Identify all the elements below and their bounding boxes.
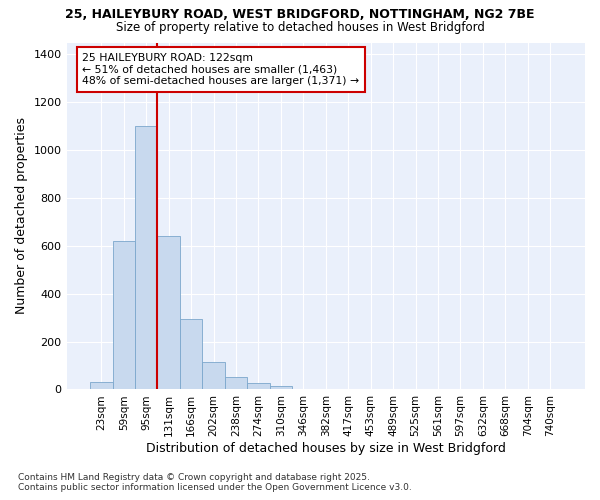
Bar [113,241,135,390]
Bar [202,362,225,390]
Text: 25 HAILEYBURY ROAD: 122sqm
← 51% of detached houses are smaller (1,463)
48% of s: 25 HAILEYBURY ROAD: 122sqm ← 51% of deta… [82,53,359,86]
X-axis label: Distribution of detached houses by size in West Bridgford: Distribution of detached houses by size … [146,442,506,455]
Bar [135,126,157,390]
Text: Size of property relative to detached houses in West Bridgford: Size of property relative to detached ho… [116,21,484,34]
Bar [247,384,269,390]
Bar [180,319,202,390]
Bar [90,382,113,390]
Y-axis label: Number of detached properties: Number of detached properties [15,118,28,314]
Text: Contains HM Land Registry data © Crown copyright and database right 2025.
Contai: Contains HM Land Registry data © Crown c… [18,473,412,492]
Bar [269,386,292,390]
Text: 25, HAILEYBURY ROAD, WEST BRIDGFORD, NOTTINGHAM, NG2 7BE: 25, HAILEYBURY ROAD, WEST BRIDGFORD, NOT… [65,8,535,20]
Bar [157,236,180,390]
Bar [225,378,247,390]
